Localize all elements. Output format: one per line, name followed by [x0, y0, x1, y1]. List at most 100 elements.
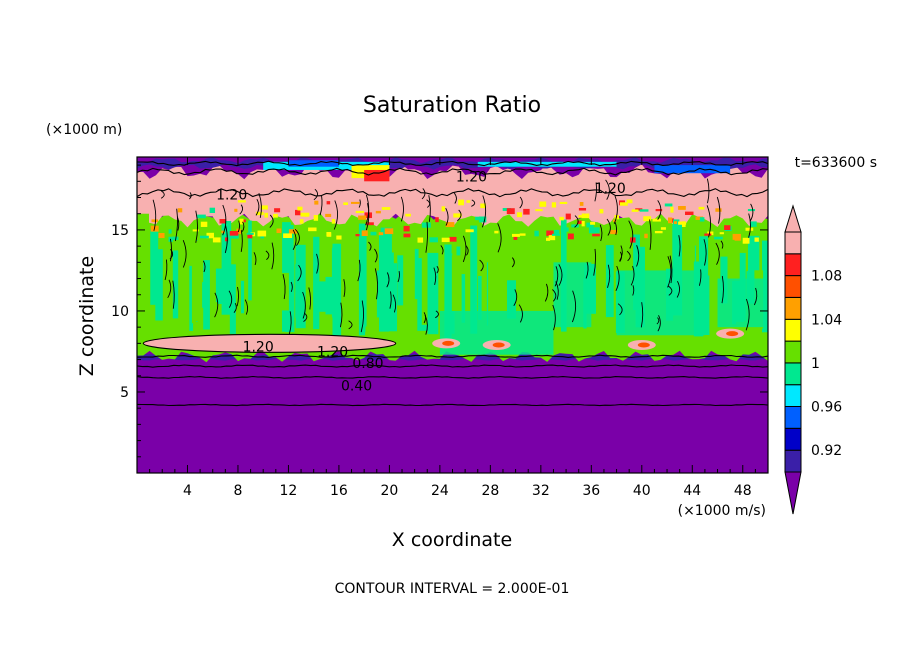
contour-squiggle: [269, 214, 274, 228]
fill-speckle: [168, 229, 172, 234]
fill-speckle: [506, 208, 515, 215]
contour-interval-footer: CONTOUR INTERVAL = 2.000E-01: [335, 581, 570, 597]
contour-squiggle: [703, 239, 707, 266]
contour-squiggle: [706, 178, 710, 204]
contour-squiggle: [649, 219, 652, 250]
fill-speckle: [221, 230, 225, 234]
fill-speckle: [466, 200, 471, 203]
contour-label: 0.80: [352, 356, 383, 372]
fill-speckle: [660, 227, 666, 230]
contour-squiggle: [316, 253, 319, 274]
fill-streak: [240, 280, 245, 314]
contour-squiggle: [374, 248, 378, 263]
contour-squiggle: [558, 264, 563, 286]
fill-streak: [397, 255, 404, 306]
contour-squiggle: [519, 196, 523, 209]
contour-squiggle: [176, 216, 180, 231]
contour-squiggle: [233, 302, 237, 313]
contour-squiggle: [748, 213, 751, 238]
fill-streak: [150, 229, 159, 305]
contour-1-00: [137, 354, 768, 358]
fill-streak: [478, 276, 482, 320]
fill-speckle: [274, 208, 281, 213]
fill-speckle: [417, 237, 424, 243]
fill-speckle: [670, 206, 674, 213]
fill-speckle: [234, 208, 238, 212]
contour-squiggle: [593, 248, 596, 276]
contour-squiggle: [607, 264, 611, 288]
fill-speckle: [513, 236, 518, 240]
contour-squiggle: [481, 195, 487, 228]
fill-speckle: [678, 206, 686, 210]
fill-streak: [427, 252, 439, 335]
contour-squiggle: [585, 261, 589, 279]
fill-speckle: [276, 228, 282, 234]
contour-squiggle: [400, 196, 404, 222]
contour-squiggle: [271, 242, 275, 270]
fill-speckle: [724, 225, 731, 230]
contour-squiggle: [555, 281, 559, 300]
fill-speckle: [534, 230, 539, 237]
contour-squiggle: [657, 200, 662, 220]
fill-speckle: [295, 209, 301, 216]
fill-speckle: [206, 232, 214, 239]
fill-speckle: [747, 209, 756, 212]
contour-squiggle: [669, 255, 673, 284]
contour-squiggle: [668, 285, 673, 296]
contour-squiggle: [614, 221, 618, 236]
contour-squiggle: [348, 320, 353, 330]
fill-speckle: [225, 237, 229, 242]
contour-0-40: [137, 403, 768, 407]
contour-squiggle: [511, 257, 515, 268]
plot-area: [137, 157, 768, 473]
contour-squiggle: [374, 268, 379, 300]
fill-streak: [175, 249, 185, 320]
x-tick-label: 48: [734, 483, 752, 499]
fill-speckle: [445, 222, 455, 228]
contour-squiggle: [571, 290, 577, 323]
contour-top: [137, 160, 768, 167]
fill-speckle: [586, 222, 594, 228]
x-tick-label: 12: [280, 483, 298, 499]
contour-label: 1.20: [595, 181, 626, 197]
fill-speckle: [441, 237, 450, 243]
fill-speckle: [200, 235, 209, 239]
fill-streak: [515, 249, 523, 324]
fill-speckle: [643, 216, 652, 222]
x-tick-label: 40: [633, 483, 651, 499]
fill-speckle: [664, 203, 673, 207]
contour-label: 0.40: [341, 378, 372, 394]
fill-speckle: [314, 200, 319, 205]
contour-squiggle: [319, 195, 323, 216]
contour-squiggle: [720, 240, 724, 249]
fill-speckle: [578, 208, 587, 211]
contour-squiggle: [630, 265, 635, 286]
fill-speckle: [512, 233, 520, 237]
contour-squiggle: [721, 275, 724, 304]
x-tick-label: 32: [532, 483, 550, 499]
fill-streak: [155, 249, 163, 321]
fill-speckle: [571, 224, 579, 228]
y-tick-label: 15: [111, 223, 129, 239]
contour-squiggle: [640, 302, 644, 328]
fill-speckle: [560, 227, 569, 232]
fill-speckle: [668, 217, 673, 224]
contour-squiggle: [594, 182, 597, 202]
contour-squiggle: [360, 300, 365, 333]
contour-squiggle: [497, 223, 502, 253]
fill-speckle: [273, 213, 278, 218]
colorbar-box: [784, 406, 802, 429]
fill-speckle: [465, 229, 474, 233]
fill-speckle: [384, 228, 394, 235]
fill-speckle: [257, 230, 267, 237]
fill-speckle: [200, 221, 208, 227]
fill-speckle: [551, 202, 557, 208]
contour-squiggle: [457, 209, 462, 222]
contour-squiggle: [657, 315, 661, 332]
contour-squiggle: [152, 199, 157, 231]
contour-squiggle: [421, 188, 426, 200]
fill-streak: [672, 224, 683, 316]
fill-speckle: [405, 213, 411, 217]
contour-squiggle: [288, 311, 292, 335]
contour-squiggle: [164, 259, 168, 281]
